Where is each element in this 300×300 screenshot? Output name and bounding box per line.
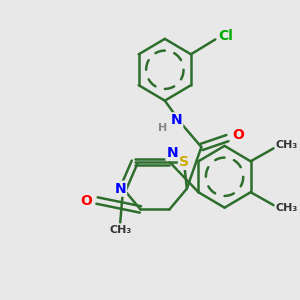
- Text: S: S: [179, 155, 189, 169]
- Text: H: H: [158, 123, 167, 133]
- Text: O: O: [232, 128, 244, 142]
- Text: CH₃: CH₃: [275, 140, 298, 150]
- Text: CH₃: CH₃: [109, 225, 131, 235]
- Text: N: N: [167, 146, 178, 160]
- Text: N: N: [171, 113, 182, 127]
- Text: O: O: [81, 194, 92, 208]
- Text: Cl: Cl: [218, 29, 233, 44]
- Text: CH₃: CH₃: [275, 203, 298, 213]
- Text: N: N: [114, 182, 126, 196]
